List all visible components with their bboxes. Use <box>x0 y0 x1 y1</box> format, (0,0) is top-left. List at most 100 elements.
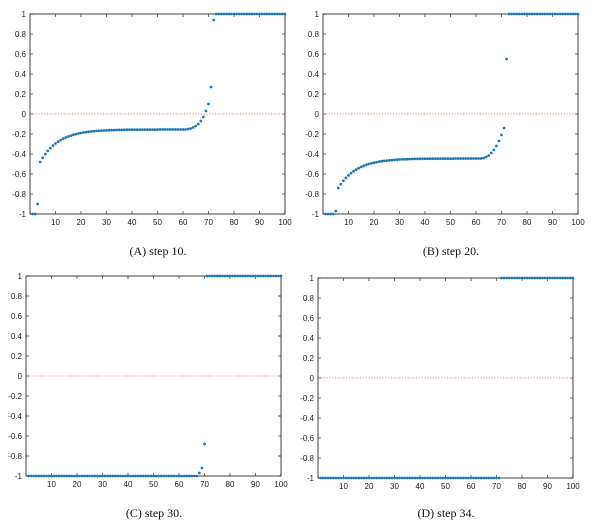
data-point-c <box>121 474 125 478</box>
xtick-label-a: 60 <box>179 218 188 227</box>
data-point-d <box>410 476 414 480</box>
data-point-d <box>390 476 394 480</box>
data-point-a <box>196 122 200 126</box>
data-point-b <box>449 157 452 161</box>
xtick-label-c: 60 <box>175 480 184 489</box>
xtick-label-b: 10 <box>344 218 353 227</box>
data-point-d <box>556 276 560 280</box>
data-point-d <box>487 476 491 480</box>
data-point-a <box>237 12 241 16</box>
data-point-c <box>185 474 189 478</box>
data-point-b <box>461 157 465 160</box>
data-point-c <box>279 274 283 278</box>
data-point-d <box>319 476 322 480</box>
data-point-b <box>423 157 427 161</box>
data-point-c <box>52 474 56 478</box>
data-point-b <box>540 12 544 16</box>
data-point-c <box>80 474 84 478</box>
data-point-a <box>66 135 70 138</box>
data-point-a <box>207 102 210 106</box>
data-point-a <box>278 12 282 16</box>
ytick-label-d: -0.4 <box>300 414 314 423</box>
data-point-b <box>571 12 575 16</box>
ytick-label-b: -0.8 <box>305 190 319 199</box>
data-point-c <box>27 474 30 478</box>
data-point-b <box>484 155 488 159</box>
data-point-a <box>71 133 75 137</box>
data-point-b <box>331 212 335 216</box>
data-point-d <box>421 476 424 480</box>
data-point-c <box>50 474 53 478</box>
data-point-b <box>566 12 570 16</box>
data-point-a <box>82 131 85 134</box>
ytick-label-c: 0.6 <box>11 312 23 321</box>
data-point-d <box>454 476 458 480</box>
data-point-a <box>270 12 274 16</box>
data-point-b <box>495 144 498 148</box>
data-point-c <box>136 474 140 478</box>
data-point-c <box>271 274 275 278</box>
data-point-a <box>253 12 256 16</box>
data-point-d <box>349 476 353 480</box>
data-point-d <box>469 476 473 480</box>
data-point-c <box>113 474 117 478</box>
ytick-label-d: -0.2 <box>300 394 314 403</box>
data-point-c <box>190 474 194 478</box>
data-point-a <box>92 129 96 133</box>
data-point-d <box>558 276 562 280</box>
data-point-d <box>395 476 399 480</box>
data-point-a <box>145 128 149 131</box>
data-point-b <box>568 12 572 16</box>
data-point-b <box>563 12 567 16</box>
data-point-a <box>97 129 101 133</box>
data-point-d <box>337 476 340 480</box>
data-point-d <box>393 476 396 480</box>
data-point-b <box>438 157 442 161</box>
data-point-a <box>189 127 193 130</box>
data-point-d <box>446 476 450 480</box>
xtick-label-a: 90 <box>255 218 264 227</box>
data-point-c <box>231 274 234 278</box>
data-point-b <box>334 209 338 213</box>
data-point-c <box>57 474 61 478</box>
data-point-a <box>209 85 213 89</box>
data-point-c <box>277 274 280 278</box>
xtick-label-c: 70 <box>200 480 209 489</box>
data-point-b <box>523 12 526 16</box>
data-point-a <box>31 212 34 216</box>
data-point-d <box>428 476 432 480</box>
data-point-b <box>433 157 437 161</box>
data-point-d <box>433 476 437 480</box>
data-point-a <box>36 202 40 206</box>
data-point-a <box>135 128 139 132</box>
xtick-label-a: 40 <box>128 218 137 227</box>
data-point-c <box>246 274 250 278</box>
ytick-label-c: -0.8 <box>8 452 22 461</box>
data-point-c <box>180 474 183 478</box>
data-point-c <box>215 274 219 278</box>
data-point-b <box>421 157 424 161</box>
data-point-a <box>219 12 223 16</box>
data-point-a <box>224 12 228 16</box>
data-point-b <box>492 148 496 152</box>
data-point-a <box>158 128 162 131</box>
data-point-b <box>359 165 363 169</box>
ytick-label-a: 0.4 <box>15 70 27 79</box>
data-point-c <box>62 474 66 478</box>
data-point-d <box>362 476 366 480</box>
data-point-d <box>367 476 371 480</box>
data-point-b <box>454 157 457 160</box>
data-point-a <box>247 12 251 16</box>
data-point-c <box>164 474 168 478</box>
data-point-a <box>94 129 98 133</box>
data-point-a <box>202 115 205 119</box>
xtick-label-a: 70 <box>204 218 213 227</box>
data-point-c <box>205 274 209 278</box>
data-point-b <box>477 157 480 160</box>
xtick-label-d: 70 <box>492 482 501 491</box>
data-point-b <box>362 164 366 168</box>
data-point-b <box>352 169 355 173</box>
data-point-c <box>60 474 64 478</box>
data-point-b <box>336 186 340 190</box>
data-point-d <box>512 276 516 280</box>
